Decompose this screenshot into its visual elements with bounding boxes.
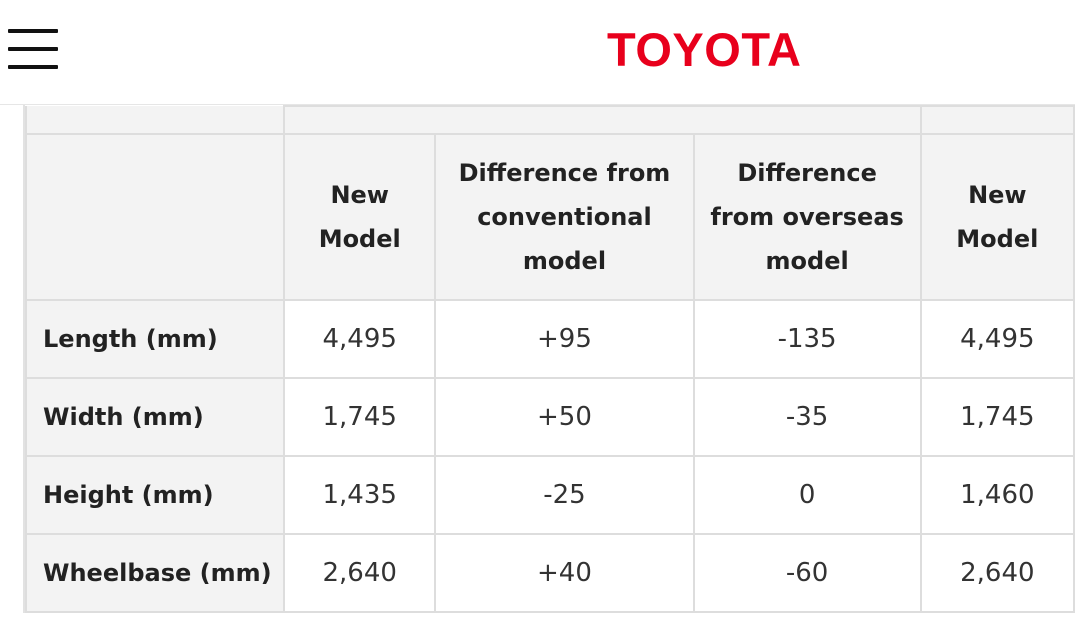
table-row: Wheelbase (mm) 2,640 +40 -60 2,640 bbox=[24, 533, 1075, 613]
table-cell: 1,460 bbox=[919, 455, 1075, 535]
table-cell: -25 bbox=[434, 455, 695, 535]
table-header-row: New Model Difference from conventional mode… bbox=[24, 133, 1075, 301]
table-cell: 1,745 bbox=[283, 377, 437, 457]
table-corner-top bbox=[24, 106, 286, 135]
column-header: New Model bbox=[919, 133, 1075, 301]
table-corner-cell bbox=[24, 133, 286, 301]
dimensions-table: New Model Difference from conventional mode… bbox=[24, 105, 1075, 613]
table-cell: -135 bbox=[692, 299, 922, 379]
table-cell: 4,495 bbox=[283, 299, 437, 379]
spec-table-container: New Model Difference from conventional mode… bbox=[0, 105, 1075, 626]
table-cell: 2,640 bbox=[919, 533, 1075, 613]
hamburger-menu-icon[interactable] bbox=[8, 29, 58, 71]
table-cell: -60 bbox=[692, 533, 922, 613]
column-header: New Model bbox=[283, 133, 437, 301]
table-group-header-row bbox=[24, 105, 1075, 135]
row-label: Width (mm) bbox=[24, 377, 286, 457]
table-group-header-right bbox=[919, 105, 1075, 135]
table-cell: 4,495 bbox=[919, 299, 1075, 379]
row-label: Wheelbase (mm) bbox=[24, 533, 286, 613]
column-header: Difference from conventional model bbox=[434, 133, 695, 301]
toyota-logo[interactable]: TOYOTA bbox=[607, 23, 802, 76]
table-cell: 1,435 bbox=[283, 455, 437, 535]
table-cell: +95 bbox=[434, 299, 695, 379]
site-header: TOYOTA bbox=[0, 0, 1075, 105]
table-row: Height (mm) 1,435 -25 0 1,460 bbox=[24, 455, 1075, 535]
table-row: Length (mm) 4,495 +95 -135 4,495 bbox=[24, 299, 1075, 379]
row-label: Length (mm) bbox=[24, 299, 286, 379]
table-left-border bbox=[23, 105, 25, 613]
table-cell: -35 bbox=[692, 377, 922, 457]
table-cell: +40 bbox=[434, 533, 695, 613]
table-cell: +50 bbox=[434, 377, 695, 457]
table-cell: 0 bbox=[692, 455, 922, 535]
row-label: Height (mm) bbox=[24, 455, 286, 535]
table-row: Width (mm) 1,745 +50 -35 1,745 bbox=[24, 377, 1075, 457]
column-header: Difference from overseas model bbox=[692, 133, 922, 301]
table-cell: 2,640 bbox=[283, 533, 437, 613]
table-group-header bbox=[283, 105, 922, 135]
table-cell: 1,745 bbox=[919, 377, 1075, 457]
